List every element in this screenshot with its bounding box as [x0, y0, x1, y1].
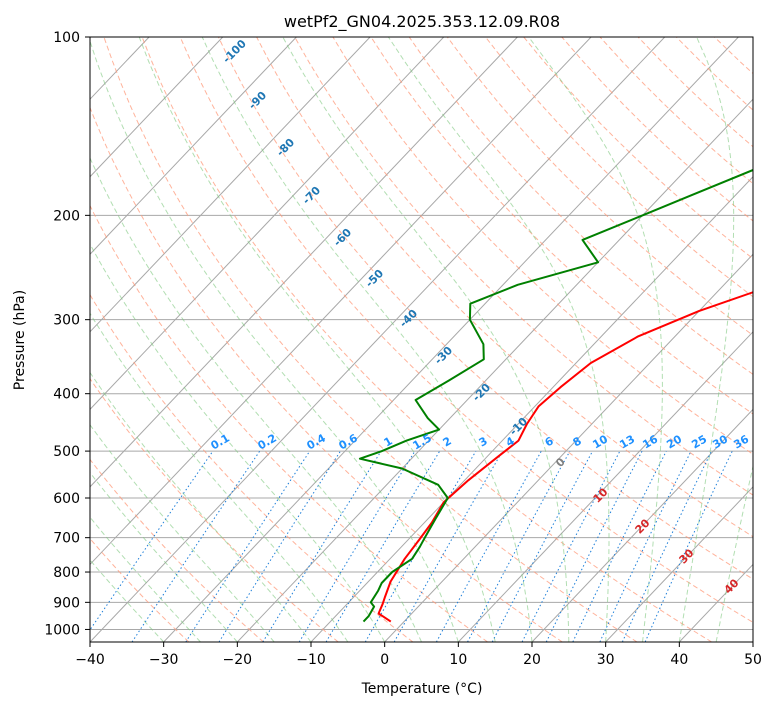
dry-adiabat	[90, 204, 488, 642]
moist-adiabat	[90, 39, 459, 642]
x-tick-label: −10	[296, 652, 326, 668]
x-tick-label: −40	[75, 652, 105, 668]
y-tick-label: 500	[53, 444, 80, 460]
moist-adiabat	[201, 37, 533, 642]
mixing-ratio-line	[545, 450, 643, 642]
mixing-ratio-line	[572, 450, 667, 642]
mixing-ratio-line	[185, 450, 311, 642]
y-tick-label: 1000	[44, 622, 80, 638]
x-tick-label: −30	[149, 652, 179, 668]
moist-adiabat	[90, 156, 422, 642]
moist-adiabat	[387, 37, 610, 642]
y-axis-title: Pressure (hPa)	[12, 290, 28, 390]
y-tick-label: 100	[53, 30, 80, 46]
plot-frame	[89, 36, 754, 643]
isotherm-line	[90, 37, 592, 566]
moist-adiabat	[528, 37, 663, 642]
y-tick-label: 900	[53, 595, 80, 611]
y-tick-label: 400	[53, 387, 80, 403]
moist-adiabat	[715, 464, 753, 642]
x-tick-label: −20	[223, 652, 253, 668]
mixing-ratio-line	[262, 450, 382, 642]
y-tick-label: 300	[53, 313, 80, 329]
chart-title: wetPf2_GN04.2025.353.12.09.R08	[284, 12, 560, 32]
mixing-ratio-line	[131, 450, 261, 642]
dry-adiabat	[179, 37, 753, 623]
y-tick-label: 200	[53, 208, 80, 224]
moist-adiabat	[90, 242, 386, 642]
dry-adiabat	[485, 37, 753, 298]
isotherm-line	[90, 37, 224, 178]
dry-adiabat	[370, 37, 753, 415]
x-tick-label: 30	[597, 652, 615, 668]
dewpoint-line	[358, 168, 753, 623]
x-tick-label: 50	[744, 652, 762, 668]
dry-adiabat	[90, 537, 190, 642]
moist-adiabat	[90, 516, 201, 642]
mixing-ratio-line	[644, 450, 733, 642]
moist-adiabat	[90, 371, 312, 642]
dry-adiabat	[141, 37, 712, 642]
mixing-ratio-line	[435, 450, 542, 642]
mixing-ratio-line	[393, 450, 503, 642]
isotherm-line	[384, 253, 753, 642]
dry-adiabat	[217, 37, 753, 580]
isotherm-line	[605, 486, 753, 642]
moist-adiabat	[90, 559, 165, 642]
isotherm-line	[90, 37, 666, 642]
isotherm-line	[90, 37, 297, 256]
temperature-line	[377, 291, 753, 623]
isotherm-line	[90, 37, 371, 333]
moist-adiabat	[90, 312, 349, 642]
x-tick-label: 40	[670, 652, 688, 668]
dry-adiabat	[90, 293, 414, 642]
dry-adiabat	[103, 37, 638, 642]
isotherm-line	[236, 98, 753, 642]
mixing-ratio-line	[218, 450, 341, 642]
dry-adiabat	[90, 106, 563, 642]
moist-adiabat	[90, 471, 238, 642]
isotherm-line	[310, 176, 753, 642]
y-tick-label: 600	[53, 491, 80, 507]
y-axis: 100 200 300 400 500 600 700 800 900 1000	[44, 30, 90, 638]
isotherm-line	[457, 331, 753, 642]
isotherm-line	[90, 37, 518, 488]
data-series	[358, 168, 753, 623]
x-axis-title: Temperature (°C)	[361, 681, 483, 697]
isotherm-line	[531, 408, 753, 642]
moist-adiabat	[678, 37, 735, 642]
dry-adiabat	[294, 37, 753, 496]
mixing-ratio-line	[467, 450, 571, 642]
x-axis: −40 −30 −20 −10 0 10 20 30 40 50	[75, 642, 762, 668]
mixing-ratio-line	[90, 450, 214, 631]
background-lines	[90, 37, 753, 642]
moist-adiabat	[282, 37, 570, 642]
x-tick-label: 10	[449, 652, 467, 668]
dry-adiabat	[90, 458, 264, 642]
y-tick-label: 700	[53, 531, 80, 547]
x-tick-label: 0	[380, 652, 389, 668]
moist-adiabat	[138, 37, 496, 642]
x-tick-label: 20	[523, 652, 541, 668]
isotherm-line	[163, 37, 739, 642]
dry-adiabat	[408, 37, 753, 375]
isotherm-line	[90, 37, 445, 411]
y-tick-label: 800	[53, 565, 80, 581]
mixing-ratio-line	[298, 450, 416, 642]
